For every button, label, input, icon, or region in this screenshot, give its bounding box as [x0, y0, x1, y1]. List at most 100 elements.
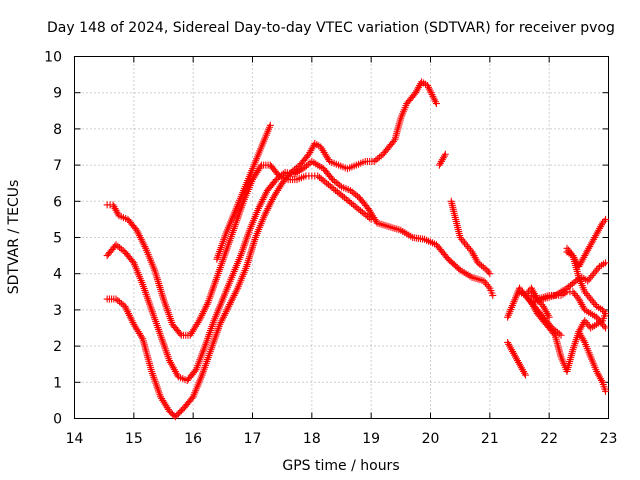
data-point: [484, 268, 492, 276]
series-track-9: [563, 215, 610, 270]
data-point: [324, 181, 332, 189]
data-point: [116, 298, 124, 306]
data-point: [360, 210, 368, 218]
data-series: [103, 78, 610, 421]
x-tick-label: 22: [540, 431, 558, 447]
data-point: [191, 367, 199, 375]
data-point: [332, 186, 340, 194]
y-tick-label: 2: [53, 339, 62, 355]
x-tick-label: 21: [481, 431, 499, 447]
axis-ticks: [74, 56, 609, 419]
data-point: [116, 244, 124, 252]
data-point: [479, 263, 487, 271]
chart-title: Day 148 of 2024, Sidereal Day-to-day VTE…: [47, 20, 615, 36]
data-point: [295, 167, 303, 175]
data-point: [271, 177, 279, 185]
series-track-11: [516, 284, 553, 321]
data-point: [117, 299, 125, 307]
data-point: [279, 170, 287, 178]
series-track-8: [527, 259, 610, 307]
data-point: [348, 188, 356, 196]
data-point: [274, 174, 282, 182]
data-point: [344, 197, 352, 205]
data-point: [346, 186, 354, 194]
data-point: [481, 265, 489, 273]
data-point: [355, 205, 363, 213]
data-point: [568, 280, 576, 288]
data-point: [336, 181, 344, 189]
data-point: [314, 172, 322, 180]
data-point: [329, 176, 337, 184]
x-tick-labels: 14 15 16 17 18 19 20 21 22 23: [66, 431, 618, 447]
data-point: [301, 163, 309, 171]
data-point: [114, 296, 122, 304]
y-tick-label: 0: [53, 412, 62, 428]
data-point: [337, 191, 345, 199]
data-point: [330, 177, 338, 185]
data-point: [302, 162, 310, 170]
x-tick-label: 18: [303, 431, 321, 447]
data-point: [565, 283, 573, 291]
data-point: [602, 259, 610, 267]
x-tick-label: 16: [184, 431, 202, 447]
data-point: [390, 137, 398, 145]
data-point: [287, 168, 295, 176]
data-point: [352, 191, 360, 199]
data-point: [299, 165, 307, 173]
series-track-2: [103, 157, 497, 384]
y-tick-label: 5: [53, 231, 62, 247]
data-point: [334, 180, 342, 188]
data-point: [370, 157, 378, 165]
data-point: [478, 262, 486, 270]
y-tick-label: 7: [53, 158, 62, 174]
data-point: [119, 247, 127, 255]
data-point: [117, 245, 125, 253]
data-point: [545, 313, 553, 321]
x-tick-label: 20: [422, 431, 440, 447]
data-point: [358, 208, 366, 216]
data-point: [327, 174, 335, 182]
series-track-10: [575, 328, 610, 395]
data-point: [174, 410, 182, 418]
x-tick-label: 15: [125, 431, 143, 447]
data-point: [177, 407, 185, 415]
x-axis-label: GPS time / hours: [282, 458, 399, 474]
data-point: [375, 153, 383, 161]
data-point: [316, 173, 324, 181]
data-point: [304, 160, 312, 168]
data-point: [374, 155, 382, 163]
data-point: [600, 308, 608, 316]
data-point: [266, 121, 274, 129]
data-point: [176, 408, 184, 416]
data-point: [289, 167, 297, 175]
y-tick-label: 8: [53, 122, 62, 138]
data-point: [489, 291, 497, 299]
y-axis-label: SDTVAR / TECUs: [6, 180, 22, 295]
data-point: [351, 202, 359, 210]
y-tick-label: 4: [53, 267, 62, 283]
x-tick-label: 14: [66, 431, 84, 447]
data-point: [335, 189, 343, 197]
data-point: [550, 325, 558, 333]
data-point: [292, 164, 300, 172]
series-track-4: [213, 121, 274, 263]
series-track-1: [103, 161, 375, 339]
x-tick-label: 19: [362, 431, 380, 447]
data-point: [602, 324, 610, 332]
data-point: [563, 284, 571, 292]
data-point: [340, 194, 348, 202]
data-point: [342, 195, 350, 203]
data-point: [349, 201, 357, 209]
grid-lines: [74, 56, 609, 419]
data-point: [552, 327, 560, 335]
data-point: [474, 259, 482, 267]
data-point: [348, 199, 356, 207]
data-point: [332, 178, 340, 186]
data-point: [114, 242, 122, 250]
data-point: [112, 295, 120, 303]
data-point: [129, 257, 137, 265]
data-point: [567, 281, 575, 289]
data-point: [354, 192, 362, 200]
data-point: [362, 211, 370, 219]
